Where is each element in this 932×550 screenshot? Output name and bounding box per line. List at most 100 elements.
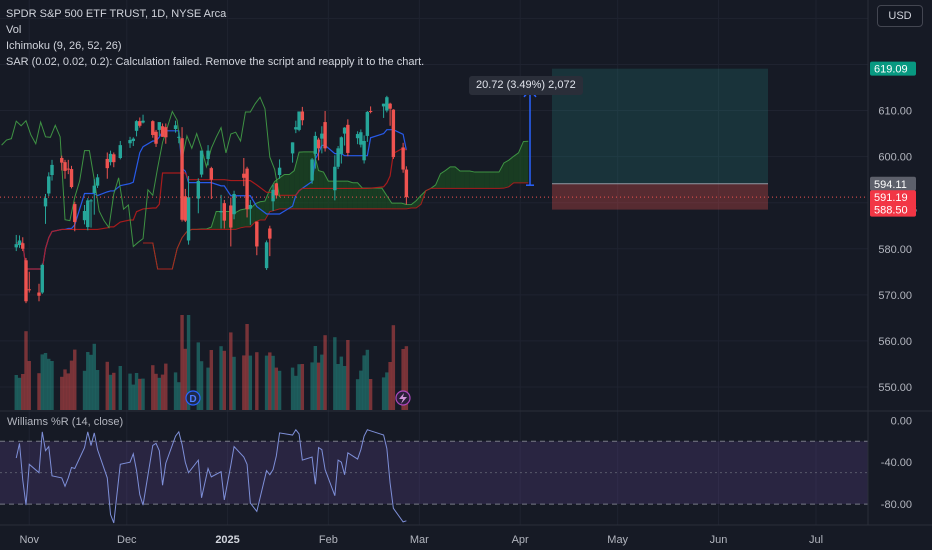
volume-bar xyxy=(131,384,135,410)
candle-body xyxy=(297,111,301,130)
dividend-marker[interactable]: D xyxy=(185,390,201,406)
candle-body xyxy=(342,127,347,134)
candle xyxy=(339,136,344,164)
candle xyxy=(368,106,373,114)
price-tag-entry: 594.11 xyxy=(874,179,907,191)
candle xyxy=(108,150,113,166)
volume-bar xyxy=(82,370,87,410)
candle xyxy=(154,129,158,147)
volume-bars xyxy=(14,315,409,410)
candle-body xyxy=(112,154,116,163)
candle xyxy=(336,146,340,170)
candle xyxy=(95,174,100,188)
price-tick-label: 550.00 xyxy=(878,382,912,394)
candle xyxy=(268,225,272,257)
cloud-segment xyxy=(391,203,397,209)
candle xyxy=(50,159,54,181)
cloud-segment xyxy=(464,171,470,189)
candle-body xyxy=(82,210,87,221)
candle-body xyxy=(274,183,279,196)
price-tag-stop: 588.50 xyxy=(874,205,908,217)
candle xyxy=(271,184,275,211)
candle xyxy=(134,120,139,137)
candle xyxy=(164,123,168,144)
candle-body xyxy=(316,139,321,149)
volume-bar xyxy=(196,342,201,410)
symbol-title[interactable]: SPDR S&P 500 ETF TRUST, 1D, NYSE Arca xyxy=(6,8,227,20)
volume-bar xyxy=(112,372,116,410)
candle xyxy=(73,201,77,232)
candle-body xyxy=(60,158,64,163)
candlesticks xyxy=(14,95,409,304)
indicator-vol-label[interactable]: Vol xyxy=(6,24,22,36)
target-zone xyxy=(552,68,768,184)
candle-body xyxy=(336,148,340,167)
candle xyxy=(333,155,337,201)
cloud-segment xyxy=(469,171,475,189)
candle xyxy=(186,175,191,245)
candle xyxy=(173,120,178,133)
candle-body xyxy=(66,168,70,170)
candle-body xyxy=(86,200,90,228)
volume-bar xyxy=(401,349,405,410)
volume-bar xyxy=(346,340,350,410)
indicator-sar-label[interactable]: SAR (0.02, 0.02, 0.2): Calculation faile… xyxy=(6,56,425,68)
candle-body xyxy=(248,205,253,209)
cloud-segment xyxy=(362,188,368,209)
candle xyxy=(24,257,28,304)
candle-body xyxy=(73,204,77,223)
cloud-segment xyxy=(299,151,304,209)
cloud-segment xyxy=(460,171,465,189)
candle xyxy=(313,131,318,169)
volume-bar xyxy=(219,346,223,410)
candle xyxy=(219,194,223,229)
indicator-ichimoku-label[interactable]: Ichimoku (9, 26, 52, 26) xyxy=(6,40,122,52)
candle-body xyxy=(222,203,227,221)
volume-bar xyxy=(222,350,227,410)
cloud-segment xyxy=(347,181,353,209)
candle xyxy=(105,152,109,179)
candle xyxy=(401,142,405,173)
price-tick-label: 560.00 xyxy=(878,336,912,348)
volume-bar xyxy=(300,364,305,410)
volume-bar xyxy=(95,370,100,410)
candle xyxy=(365,111,370,142)
candle xyxy=(320,126,324,154)
volume-bar xyxy=(277,370,282,410)
candle-body xyxy=(339,137,344,154)
candle-body xyxy=(277,167,282,176)
currency-button[interactable]: USD xyxy=(877,5,923,27)
candle xyxy=(66,159,70,175)
candle-body xyxy=(245,168,249,210)
cloud-segment xyxy=(386,195,392,209)
candle-body xyxy=(368,111,373,113)
time-tick-label: Jun xyxy=(710,534,728,546)
volume-bar xyxy=(229,332,233,410)
candle-body xyxy=(164,127,168,138)
candle xyxy=(362,135,366,164)
candle xyxy=(60,155,64,171)
candle-body xyxy=(21,243,25,249)
volume-bar xyxy=(199,361,204,410)
candle xyxy=(294,120,298,134)
earnings-marker[interactable] xyxy=(395,390,411,406)
volume-bar xyxy=(63,369,67,410)
volume-bar xyxy=(209,350,214,410)
volume-bar xyxy=(128,373,132,410)
candle xyxy=(222,199,227,229)
candle-body xyxy=(17,240,22,246)
grid xyxy=(0,0,868,525)
volume-bar xyxy=(320,354,324,410)
candle-body xyxy=(219,210,223,213)
cloud-segment xyxy=(479,172,485,189)
candle xyxy=(63,159,67,179)
cloud-segment xyxy=(284,174,290,209)
cloud-segment xyxy=(235,209,241,230)
candle xyxy=(381,103,386,118)
volume-bar xyxy=(50,361,54,410)
williams-r-label[interactable]: Williams %R (14, close) xyxy=(7,416,124,428)
cloud-segment xyxy=(494,172,500,189)
volume-bar xyxy=(180,315,184,410)
